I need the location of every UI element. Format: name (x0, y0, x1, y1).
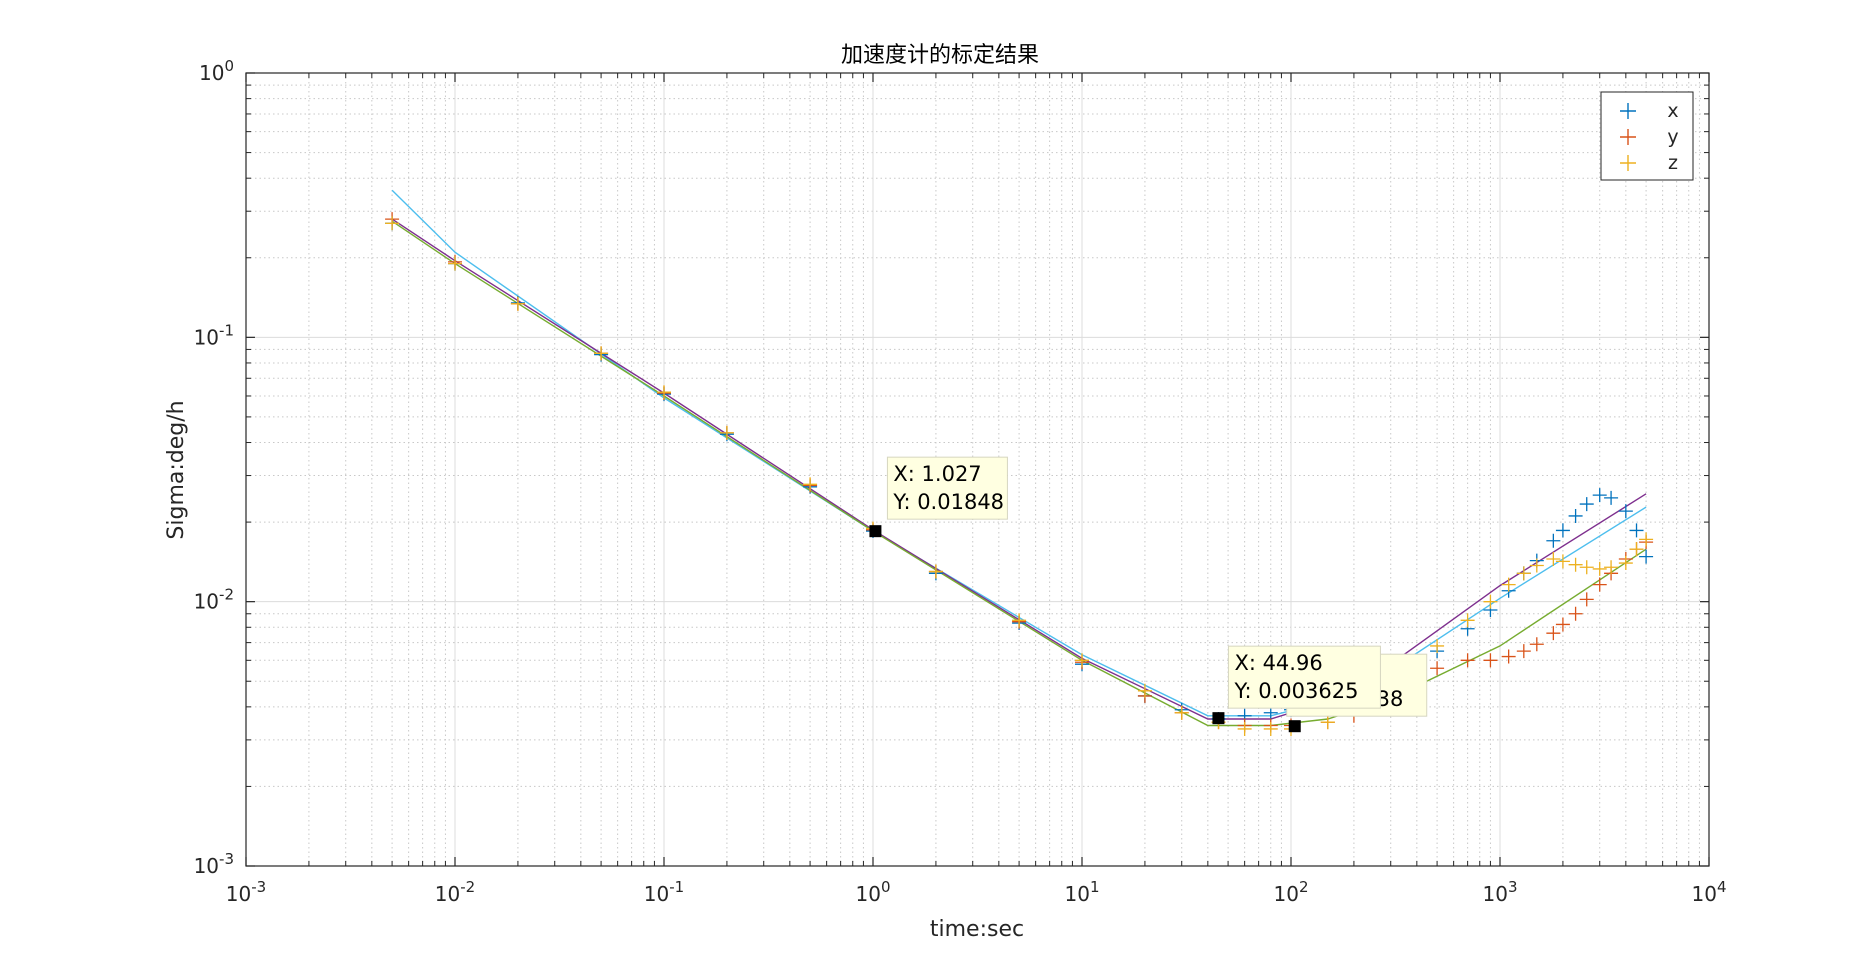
datatip[interactable]: X: 44.96 Y: 0.003625 (1212, 645, 1381, 725)
legend[interactable]: xyz (1600, 91, 1694, 181)
datatip-box (886, 456, 1008, 520)
datatip-marker[interactable] (1288, 720, 1301, 733)
x-tick-labels: 10-3 10-2 10-1 100 101 102 103 104 (226, 878, 1727, 906)
datatip-x-text: X: 44.96 (1234, 651, 1322, 675)
y-axis-label: Sigma:deg/h (164, 400, 189, 539)
datatip-marker[interactable] (869, 525, 882, 538)
data-point-y (1516, 644, 1531, 659)
data-point-z (1604, 560, 1619, 575)
x-tick-label: 101 (1065, 878, 1100, 906)
data-point-z (1529, 558, 1544, 573)
fit-line-2 (391, 218, 1647, 720)
data-point-x (1546, 533, 1561, 548)
data-point-y (1529, 637, 1544, 652)
data-point-z (1263, 721, 1278, 736)
datatip-x-text: X: 1.027 (893, 462, 981, 486)
data-point-z (1618, 556, 1633, 571)
datatip-y-text: Y: 0.003625 (1233, 679, 1358, 703)
y-tick-label: 10-3 (194, 850, 234, 878)
data-point-z (1012, 613, 1027, 628)
data-point-y (1579, 592, 1594, 607)
datatip-box (1227, 645, 1381, 709)
data-point-y (1430, 661, 1445, 676)
x-tick-label: 102 (1274, 878, 1309, 906)
x-tick-label: 10-2 (435, 878, 475, 906)
data-point-z (1639, 532, 1654, 547)
data-point-z (1555, 554, 1570, 569)
data-point-y (1555, 617, 1570, 632)
data-point-y (1592, 577, 1607, 592)
data-point-z (1430, 638, 1445, 653)
data-point-y (1501, 649, 1516, 664)
data-point-y (1460, 653, 1475, 668)
data-point-x (1604, 490, 1619, 505)
data-point-z (385, 216, 400, 231)
data-point-z (1579, 560, 1594, 575)
data-point-x (1639, 549, 1654, 564)
axis-ticks (245, 72, 1710, 867)
x-tick-label: 10-3 (226, 878, 266, 906)
x-tick-label: 104 (1692, 878, 1727, 906)
axes-frame (245, 72, 1710, 867)
y-tick-label: 10-1 (194, 321, 234, 349)
x-axis-label: time:sec (930, 917, 1024, 942)
data-point-z (594, 346, 609, 361)
x-tick-label: 10-1 (644, 878, 684, 906)
x-tick-label: 100 (856, 878, 891, 906)
data-point-x (1555, 523, 1570, 538)
data-point-y (1483, 653, 1498, 668)
data-point-x (1568, 508, 1583, 523)
legend-marker-z (1620, 155, 1636, 171)
datatip-marker[interactable] (1212, 712, 1225, 725)
y-tick-labels: 10-3 10-2 10-1 100 (194, 57, 234, 878)
minor-grid (246, 73, 1709, 866)
data-point-x (1629, 523, 1644, 538)
data-markers (385, 212, 1654, 736)
x-tick-label: 103 (1483, 878, 1518, 906)
legend-label-z: z (1668, 152, 1678, 174)
data-point-z (1137, 683, 1152, 698)
data-point-z (719, 425, 734, 440)
legend-box (1600, 91, 1694, 181)
legend-marker-x (1620, 103, 1636, 119)
data-point-z (1546, 552, 1561, 567)
data-point-z (448, 256, 462, 271)
data-point-x (1618, 504, 1633, 519)
data-point-z (1237, 721, 1252, 736)
data-point-z (1174, 705, 1189, 720)
data-point-x (1579, 497, 1594, 512)
data-point-z (1460, 613, 1475, 628)
data-point-z (1075, 653, 1089, 668)
data-point-z (803, 477, 818, 492)
data-point-z (1568, 557, 1583, 572)
data-point-x (1592, 488, 1607, 503)
datatip[interactable]: X: 1.027 Y: 0.01848 (869, 456, 1008, 538)
data-point-z (1629, 542, 1644, 557)
datatip-y-text: Y: 0.01848 (892, 490, 1004, 514)
data-point-z (657, 385, 671, 400)
legend-label-x: x (1667, 100, 1678, 122)
data-point-z (510, 296, 525, 311)
data-point-z (1501, 577, 1516, 592)
legend-marker-y (1620, 129, 1636, 145)
data-point-z (1483, 594, 1498, 609)
legend-label-y: y (1667, 126, 1678, 148)
data-point-z (1320, 715, 1335, 730)
data-point-y (1546, 626, 1561, 641)
data-point-y (1568, 606, 1583, 621)
data-point-z (1592, 561, 1607, 576)
y-tick-label: 10-2 (194, 586, 234, 614)
y-tick-label: 100 (199, 57, 234, 85)
chart-title: 加速度计的标定结果 (841, 43, 1039, 68)
data-point-z (928, 564, 943, 579)
data-point-z (1516, 566, 1531, 581)
